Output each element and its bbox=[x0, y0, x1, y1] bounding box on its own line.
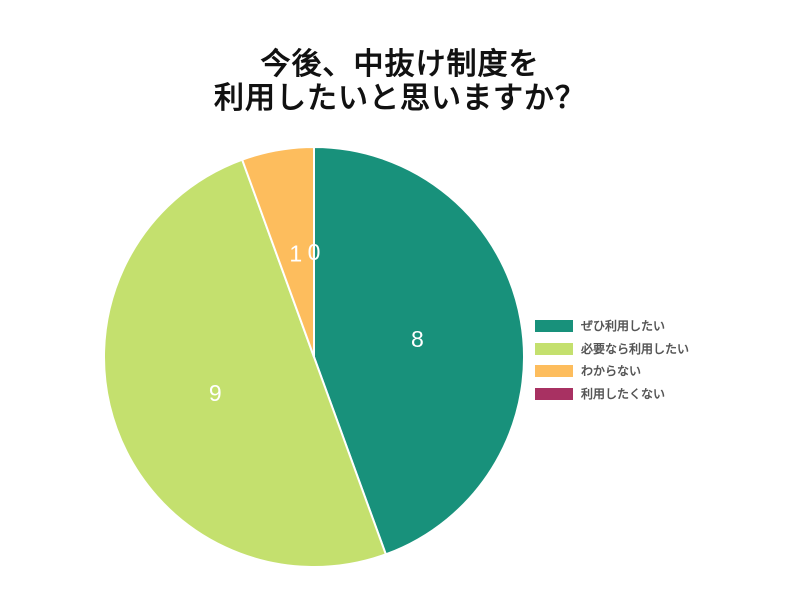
legend-item-1: 必要なら利用したい bbox=[535, 338, 689, 361]
legend-swatch-2 bbox=[535, 365, 573, 378]
legend-swatch-3 bbox=[535, 387, 573, 400]
legend-item-3: 利用したくない bbox=[535, 383, 689, 406]
legend-label-1: 必要なら利用したい bbox=[581, 341, 690, 356]
slice-value-label-2: 1 bbox=[289, 241, 302, 267]
slice-value-label-0: 8 bbox=[411, 326, 424, 352]
legend-label-3: 利用したくない bbox=[581, 386, 666, 401]
chart-title: 今後、中抜け制度を 利用したいと思いますか？ bbox=[0, 48, 800, 116]
chart-title-line2: 利用したいと思いますか？ bbox=[214, 82, 586, 115]
legend-swatch-1 bbox=[535, 342, 573, 355]
chart-title-line1: 今後、中抜け制度を bbox=[260, 48, 540, 81]
legend-label-0: ぜひ利用したい bbox=[581, 319, 666, 334]
legend-label-2: わからない bbox=[581, 364, 642, 379]
slice-value-label-1: 9 bbox=[209, 380, 222, 406]
legend-swatch-0 bbox=[535, 320, 573, 333]
legend-item-2: わからない bbox=[535, 360, 689, 383]
pie-slice-0 bbox=[313, 146, 525, 556]
pie-slice-2 bbox=[241, 146, 315, 358]
legend-item-0: ぜひ利用したい bbox=[535, 315, 689, 338]
legend: ぜひ利用したい必要なら利用したい わからない利用したくない bbox=[535, 315, 689, 405]
pie-slice-1 bbox=[103, 158, 387, 568]
slice-value-label-3: 0 bbox=[308, 239, 321, 265]
